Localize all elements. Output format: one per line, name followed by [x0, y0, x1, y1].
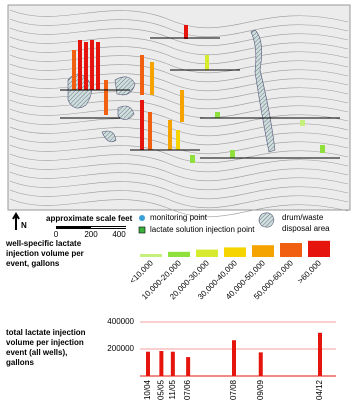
- x-tick-label: 07/08: [229, 379, 238, 400]
- contour: [9, 90, 349, 109]
- color-swatch: [224, 247, 246, 257]
- contour: [9, 9, 349, 28]
- x-tick-label: 11/05: [168, 379, 177, 399]
- bar: [258, 352, 263, 376]
- bar: [186, 357, 191, 376]
- x-tick-label: 07/06: [183, 379, 192, 400]
- scale-label: approximate scale feet: [46, 214, 133, 223]
- contour: [9, 189, 349, 208]
- chart-title: injection volume per: [6, 249, 84, 258]
- map-bar: [72, 50, 76, 90]
- map-bars: [60, 25, 340, 163]
- north-label: N: [21, 221, 27, 230]
- legend-label: disposal area: [282, 224, 330, 233]
- map-legend: N approximate scale feet 0 200 400 monit…: [12, 212, 330, 239]
- chart-title: event (all wells),: [6, 348, 67, 357]
- color-swatch: [168, 251, 190, 257]
- map: [7, 4, 351, 217]
- category-label: >60,000: [296, 258, 323, 285]
- color-swatch: [280, 243, 302, 257]
- map-bar: [140, 100, 144, 150]
- map-bar: [205, 55, 209, 70]
- map-bar: [176, 130, 180, 150]
- contour: [9, 36, 349, 55]
- map-bar: [104, 80, 108, 115]
- contour: [9, 108, 349, 127]
- disposal-icon: [258, 212, 275, 228]
- map-bar: [180, 90, 184, 122]
- contour: [9, 54, 349, 73]
- contour: [9, 162, 349, 181]
- map-bar: [168, 120, 172, 150]
- injection-icon: [138, 226, 146, 234]
- contour: [9, 72, 349, 91]
- contour: [9, 153, 349, 172]
- contour: [9, 18, 349, 37]
- contour: [9, 171, 349, 190]
- map-bar: [320, 145, 325, 153]
- chart-title: volume per injection: [6, 338, 84, 347]
- bar: [146, 351, 150, 376]
- bar: [232, 340, 236, 376]
- map-bar: [140, 55, 144, 95]
- chart-title: gallons: [6, 358, 35, 367]
- legend-label: monitoring point: [150, 213, 208, 222]
- x-tick-label: 09/09: [256, 379, 265, 400]
- y-tick-label: 200000: [107, 344, 134, 353]
- scale-tick: 200: [84, 230, 98, 239]
- monitoring-icon: [139, 215, 145, 221]
- contour: [9, 63, 349, 82]
- contour: [9, 144, 349, 163]
- map-frame: [7, 4, 351, 211]
- scale-tick: 0: [54, 230, 59, 239]
- x-tick-label: 10/04: [143, 379, 152, 400]
- x-tick-label: 04/12: [315, 379, 324, 400]
- map-bar: [90, 40, 94, 90]
- map-bar: [184, 25, 188, 39]
- map-bar: [150, 62, 154, 95]
- scale-bar-gap: [91, 227, 126, 228]
- contour: [9, 198, 349, 217]
- map-bar: [84, 42, 88, 90]
- scale-tick: 400: [112, 230, 126, 239]
- bar: [170, 351, 175, 376]
- color-swatch: [308, 240, 330, 257]
- contour: [9, 81, 349, 100]
- bar: [159, 351, 164, 376]
- map-bar: [96, 42, 100, 90]
- disposal-area: [117, 105, 135, 120]
- disposal-area: [101, 130, 117, 143]
- map-bar: [230, 150, 235, 158]
- contour: [9, 99, 349, 118]
- color-swatch: [140, 254, 162, 257]
- map-bar: [190, 155, 195, 163]
- legend-label: drum/waste: [282, 213, 324, 222]
- chart-title: total lactate injection: [6, 328, 86, 337]
- north-arrow: [12, 212, 20, 230]
- bar: [318, 332, 322, 376]
- chart-title: event, gallons: [6, 259, 60, 268]
- map-bar: [300, 120, 305, 126]
- legend-label: lactate solution injection point: [150, 225, 255, 234]
- x-tick-label: 05/05: [156, 379, 165, 400]
- category-label: <10,000: [128, 258, 155, 285]
- contour: [9, 180, 349, 199]
- contour: [9, 45, 349, 64]
- y-tick-label: 400000: [107, 317, 134, 326]
- map-bar: [78, 40, 82, 90]
- map-bar: [148, 112, 152, 150]
- map-bar: [215, 112, 220, 118]
- color-swatch: [252, 245, 274, 257]
- disposal-area: [250, 29, 276, 153]
- chart-title: well-specific lactate: [5, 239, 82, 248]
- color-swatch: [196, 249, 218, 257]
